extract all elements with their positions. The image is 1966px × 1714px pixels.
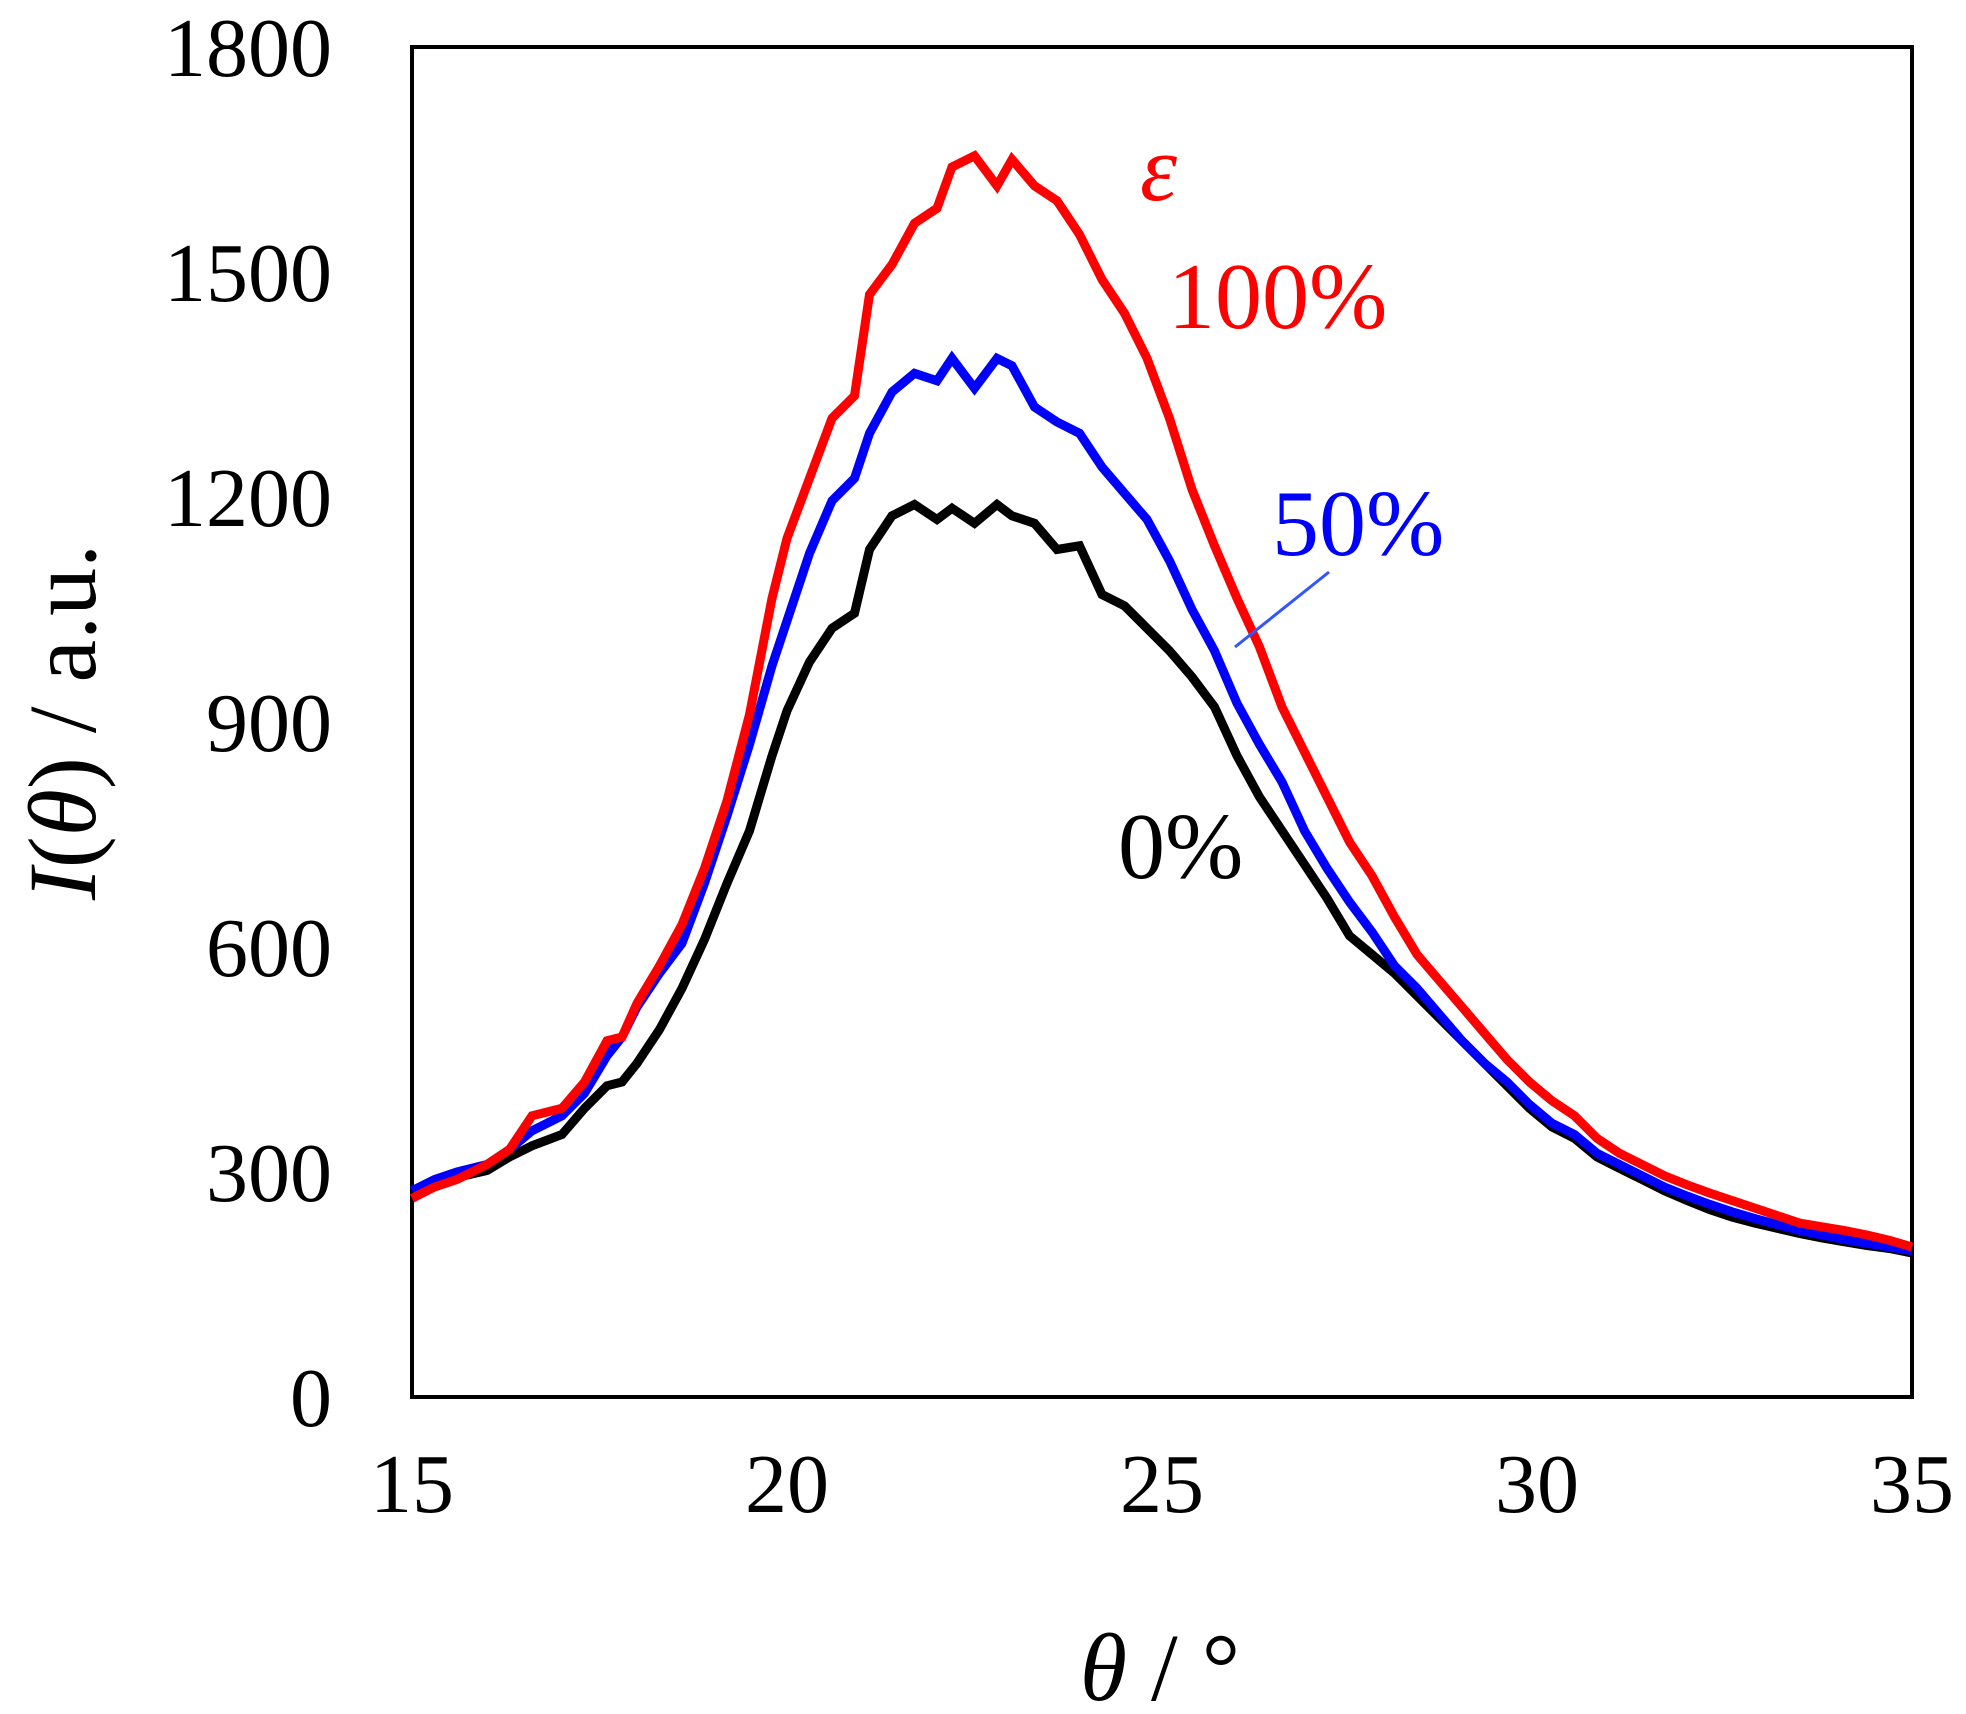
annotation-0: 0%: [1118, 795, 1243, 899]
annotation-100: 100%: [1168, 245, 1387, 349]
x-tick-labels: 15 20 25 30 35: [370, 1438, 1954, 1531]
legend-title-epsilon: ε: [1140, 117, 1177, 221]
annotation-leader-50: [1234, 570, 1330, 649]
series-line-100-percent: [409, 150, 1914, 1252]
y-tick-label: 900: [206, 677, 332, 770]
x-tick-label: 20: [745, 1438, 829, 1531]
series-line-50-percent: [409, 350, 1913, 1256]
y-tick-label: 0: [290, 1352, 332, 1445]
annotation-50: 50%: [1272, 472, 1444, 576]
y-tick-label: 1500: [164, 227, 332, 320]
y-tick-label: 600: [206, 902, 332, 995]
y-tick-label: 1800: [164, 2, 332, 95]
x-tick-label: 15: [370, 1438, 454, 1531]
y-tick-labels: 0 300 600 900 1200 1500 1800: [164, 2, 332, 1445]
y-axis-title: I(θ) / a.u.: [9, 544, 116, 901]
x-tick-label: 35: [1870, 1438, 1954, 1531]
y-tick-label: 300: [206, 1127, 332, 1220]
x-tick-label: 25: [1120, 1438, 1204, 1531]
x-tick-label: 30: [1495, 1438, 1579, 1531]
y-tick-label: 1200: [164, 452, 332, 545]
series-lines: [409, 150, 1914, 1258]
x-axis-title: θ / °: [1080, 1614, 1240, 1714]
